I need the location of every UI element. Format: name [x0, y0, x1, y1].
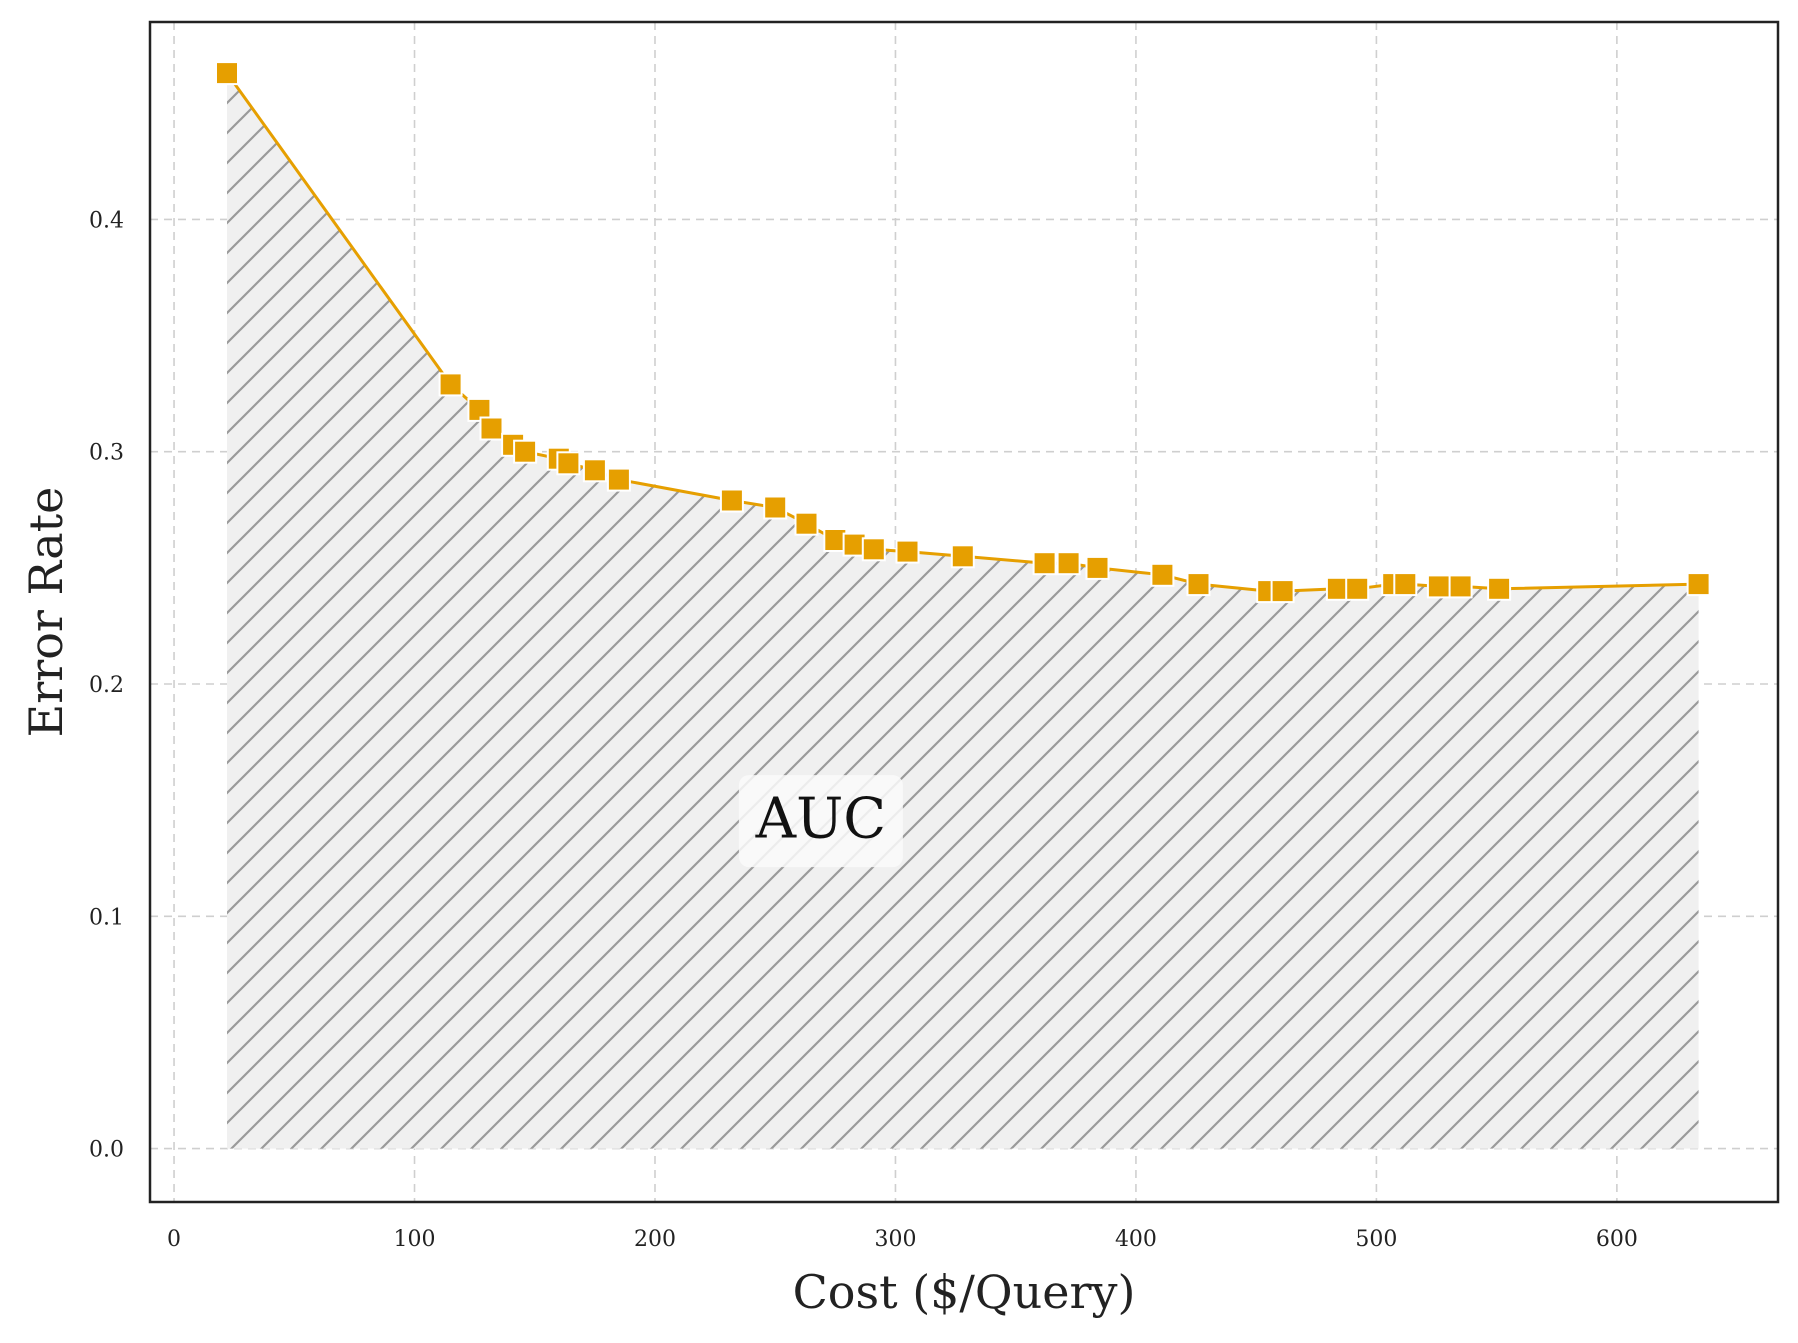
data-point: [1426, 574, 1451, 599]
auc-annotation: AUC: [738, 775, 903, 868]
data-point: [1345, 576, 1370, 601]
data-point: [1448, 574, 1473, 599]
data-points: [215, 61, 1711, 604]
auc-annotation-box: [738, 775, 903, 868]
data-point: [1686, 572, 1711, 597]
x-tick-label: 600: [1596, 1227, 1638, 1252]
data-point: [582, 458, 607, 483]
data-point: [606, 467, 631, 492]
data-point: [479, 416, 504, 441]
data-point: [1270, 579, 1295, 604]
y-tick-label: 0.4: [89, 208, 124, 233]
auc-label: AUC: [755, 787, 886, 852]
data-point: [895, 539, 920, 564]
data-point: [719, 488, 744, 513]
x-tick-label: 500: [1355, 1227, 1397, 1252]
x-tick-label: 100: [394, 1227, 436, 1252]
y-tick-label: 0.1: [89, 905, 124, 930]
data-point: [215, 61, 239, 86]
data-point: [438, 372, 463, 397]
data-point: [763, 495, 788, 520]
data-point: [1085, 555, 1110, 580]
x-tick-label: 0: [167, 1227, 181, 1252]
x-axis-title: Cost ($/Query): [793, 1265, 1136, 1319]
data-point: [1032, 551, 1057, 576]
data-point: [950, 544, 975, 569]
data-point: [467, 397, 492, 422]
y-tick-label: 0.2: [89, 673, 124, 698]
x-tick-label: 400: [1115, 1227, 1157, 1252]
x-tick-label: 300: [874, 1227, 916, 1252]
data-point: [794, 511, 819, 536]
data-point: [861, 537, 886, 562]
data-point: [1186, 572, 1211, 597]
y-tick-label: 0.3: [89, 441, 124, 466]
y-tick-label: 0.0: [89, 1138, 124, 1163]
auc-area: [227, 73, 1699, 1149]
data-point: [1150, 562, 1175, 587]
data-point: [1393, 572, 1418, 597]
plot-frame: [148, 20, 1780, 1204]
axis-ticks: 0 100 200 300 400 500 600 0.0 0.1 0.2 0.3 0.4: [89, 208, 1638, 1252]
y-axis-title: Error Rate: [19, 487, 73, 738]
x-tick-label: 200: [634, 1227, 676, 1252]
data-point: [1056, 551, 1081, 576]
data-point: [1487, 576, 1512, 601]
data-point: [513, 439, 538, 464]
data-point: [556, 451, 581, 476]
